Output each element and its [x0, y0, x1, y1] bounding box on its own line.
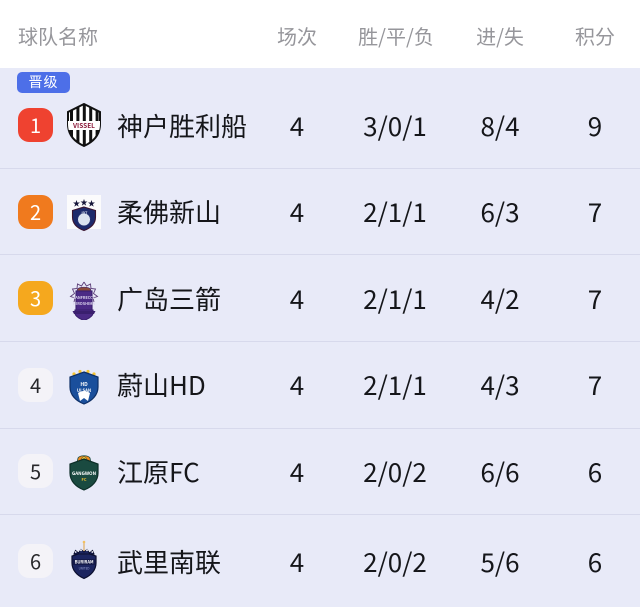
svg-text:HD: HD [80, 381, 88, 388]
svg-text:UNITED: UNITED [79, 567, 90, 571]
svg-text:JDT: JDT [81, 211, 88, 216]
svg-text:HIROSHIMA: HIROSHIMA [73, 302, 95, 307]
svg-text:★: ★ [88, 198, 96, 209]
svg-text:VISSEL: VISSEL [72, 120, 95, 130]
svg-text:SANFRECCE: SANFRECCE [73, 296, 96, 301]
svg-text:BURIRAM: BURIRAM [75, 560, 94, 566]
svg-text:FC: FC [82, 477, 87, 483]
